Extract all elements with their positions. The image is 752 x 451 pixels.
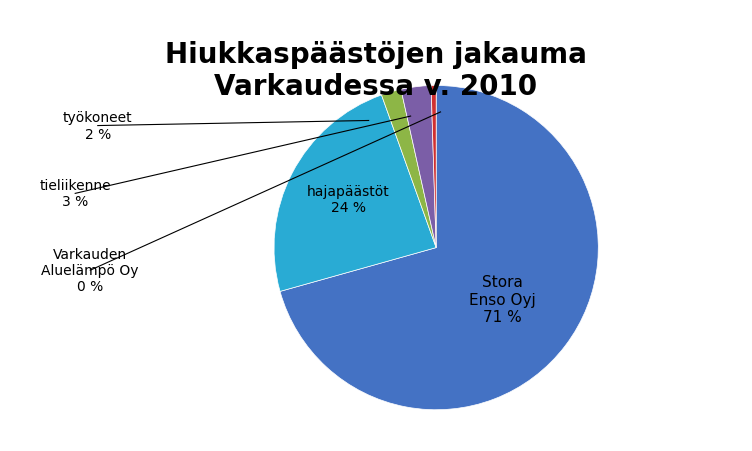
Text: Varkauden
Aluelämpö Oy
0 %: Varkauden Aluelämpö Oy 0 %	[41, 248, 139, 294]
Text: Stora
Enso Oyj
71 %: Stora Enso Oyj 71 %	[469, 275, 536, 324]
Wedge shape	[274, 96, 436, 292]
Wedge shape	[431, 86, 436, 248]
Text: työkoneet
2 %: työkoneet 2 %	[63, 111, 132, 141]
Text: tieliikenne
3 %: tieliikenne 3 %	[39, 179, 111, 209]
Wedge shape	[401, 86, 436, 248]
Wedge shape	[381, 90, 436, 248]
Text: Hiukkaspäästöjen jakauma
Varkaudessa v. 2010: Hiukkaspäästöjen jakauma Varkaudessa v. …	[165, 41, 587, 101]
Wedge shape	[280, 86, 599, 410]
Text: hajapäästöt
24 %: hajapäästöt 24 %	[307, 184, 390, 215]
